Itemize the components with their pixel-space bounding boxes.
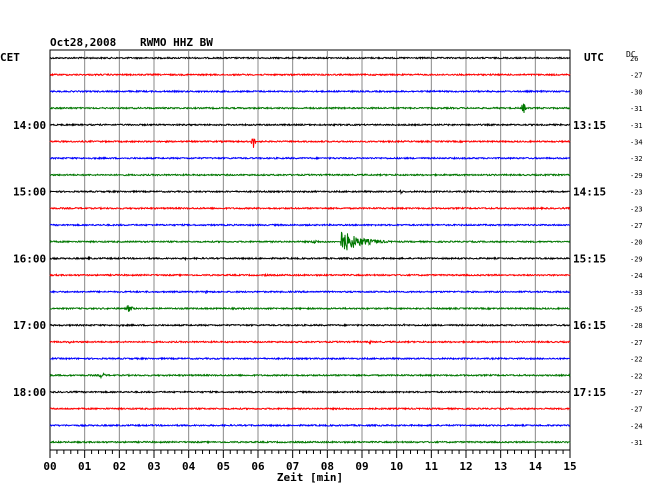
grid (49, 49, 571, 451)
trace-line (49, 356, 571, 361)
x-tick-label: 06 (251, 460, 265, 473)
trace-line (49, 231, 571, 251)
dc-offset-label: -31 (630, 439, 643, 447)
dc-offset-label: -27 (630, 389, 643, 397)
dc-offset-label: -20 (630, 239, 643, 247)
right-hour-label: 14:15 (573, 186, 606, 199)
dc-offset-label: -22 (630, 356, 643, 364)
trace-line (49, 255, 571, 262)
x-tick-label: 01 (78, 460, 92, 473)
dc-offset-label: -24 (630, 272, 643, 280)
dc-offset-label: -34 (630, 139, 643, 147)
trace-line (49, 440, 571, 445)
x-tick-label: 12 (459, 460, 472, 473)
trace-line (49, 423, 571, 428)
dc-offset-label: 26 (630, 55, 638, 63)
trace-line (49, 189, 571, 196)
x-tick-label: 13 (494, 460, 507, 473)
dc-offset-label: -22 (630, 372, 643, 380)
trace-line (49, 339, 571, 345)
trace-line (49, 138, 571, 148)
left-timezone-label: CET (0, 51, 20, 64)
right-hour-label: 17:15 (573, 386, 606, 399)
x-tick-label: 07 (286, 460, 299, 473)
trace-line (49, 156, 571, 161)
dc-header-label: DC (626, 50, 636, 59)
dc-offset-label: -24 (630, 422, 643, 430)
trace-line (49, 390, 571, 394)
dc-offset-label: -31 (630, 122, 643, 130)
trace-line (49, 289, 571, 294)
left-hour-label: 16:00 (13, 252, 46, 265)
x-tick-label: 14 (529, 460, 543, 473)
x-tick-label: 00 (43, 460, 56, 473)
left-hour-label: 15:00 (13, 186, 46, 199)
x-tick-label: 09 (355, 460, 368, 473)
trace-line (49, 55, 571, 60)
right-timezone-label: UTC (584, 51, 604, 64)
trace-group (49, 55, 571, 445)
dc-offset-label: -23 (630, 189, 643, 197)
dc-offset-labels: 26 -27 -30 -31 -31 -34 -32 -29 -23 -23 -27 -20 -29 -2… (630, 55, 643, 447)
right-hour-label: 15:15 (573, 252, 606, 265)
x-tick-label: 10 (390, 460, 403, 473)
x-tick-label: 08 (321, 460, 334, 473)
x-tick-label: 11 (425, 460, 439, 473)
trace-line (49, 322, 571, 328)
x-tick-label: 03 (147, 460, 160, 473)
trace-line (49, 304, 571, 312)
dc-offset-label: -25 (630, 306, 643, 314)
dc-offset-label: -27 (630, 222, 643, 230)
left-hour-labels: 14:00 15:00 16:00 17:00 18:00 (13, 119, 46, 399)
right-hour-label: 16:15 (573, 319, 606, 332)
dc-offset-label: -27 (630, 72, 643, 80)
trace-line (49, 223, 571, 227)
trace-line (49, 372, 571, 380)
x-tick-label: 04 (182, 460, 196, 473)
plot-frame (49, 49, 571, 451)
x-axis-label: Zeit [min] (277, 471, 343, 484)
trace-line (49, 89, 571, 94)
right-hour-label: 13:15 (573, 119, 606, 132)
dc-offset-label: -23 (630, 205, 643, 213)
dc-offset-label: -29 (630, 172, 643, 180)
trace-line (49, 406, 571, 411)
trace-line (49, 206, 571, 211)
left-hour-label: 18:00 (13, 386, 46, 399)
trace-line (49, 122, 571, 127)
dc-offset-label: -27 (630, 339, 643, 347)
left-hour-label: 14:00 (13, 119, 46, 132)
dc-offset-label: -29 (630, 255, 643, 263)
trace-line (49, 272, 571, 278)
dc-offset-label: -28 (630, 322, 643, 330)
date-label: Oct28,2008 (50, 36, 116, 49)
dc-offset-label: -31 (630, 105, 643, 113)
dc-offset-label: -27 (630, 406, 643, 414)
station-label: RWMO HHZ BW (140, 36, 213, 49)
trace-line (49, 172, 571, 177)
dc-offset-label: -33 (630, 289, 643, 297)
trace-line (49, 103, 571, 114)
dc-offset-label: -30 (630, 88, 643, 96)
left-hour-label: 17:00 (13, 319, 46, 332)
x-tick-label: 05 (217, 460, 230, 473)
x-tick-label: 15 (563, 460, 576, 473)
x-axis: 00 01 02 03 04 05 06 07 08 09 10 11 12 13 14 15 (43, 450, 577, 473)
right-hour-labels: 13:15 14:15 15:15 16:15 17:15 (573, 119, 606, 399)
trace-line (49, 72, 571, 77)
dc-offset-label: -32 (630, 155, 643, 163)
x-tick-label: 02 (113, 460, 126, 473)
